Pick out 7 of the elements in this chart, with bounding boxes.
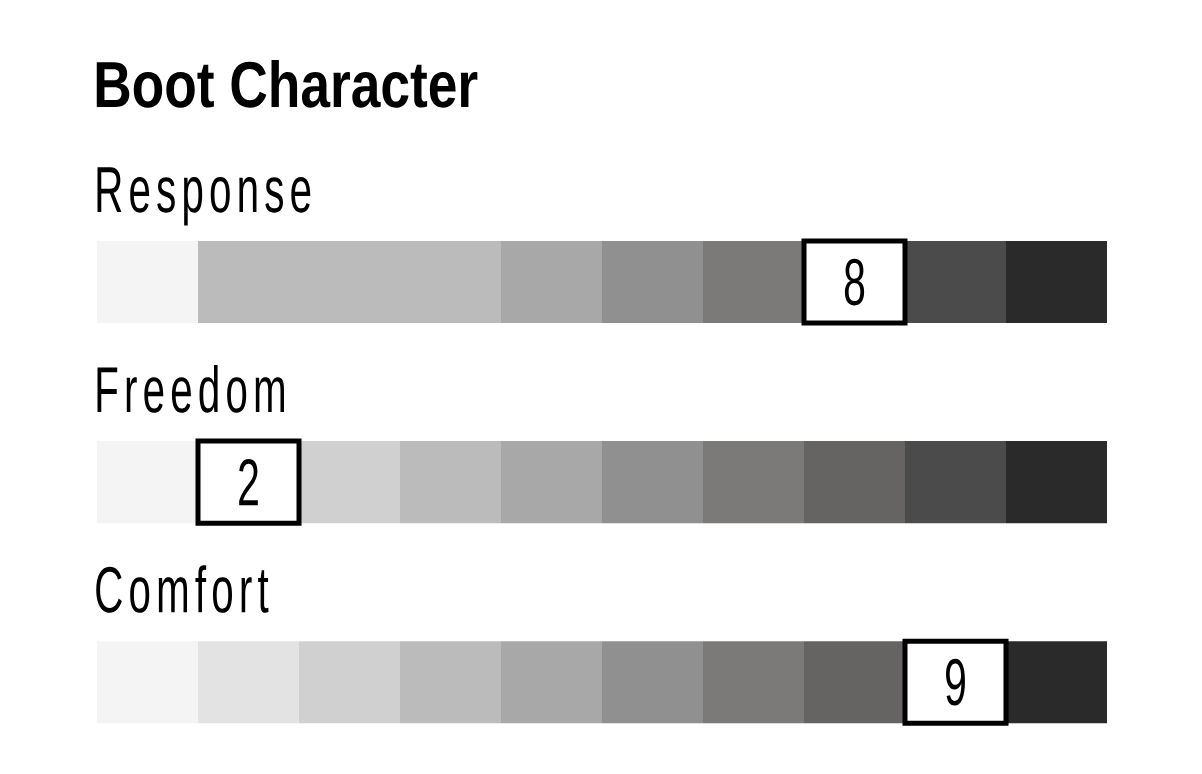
text: Boot Character <box>96 59 478 108</box>
category-label: Freedom <box>97 365 284 413</box>
data-label: 8 <box>844 258 865 306</box>
category-label: Response <box>97 167 311 226</box>
data-label: 9 <box>946 658 965 706</box>
category-label: Comfort <box>96 565 269 613</box>
data-label: 2 <box>239 459 258 506</box>
